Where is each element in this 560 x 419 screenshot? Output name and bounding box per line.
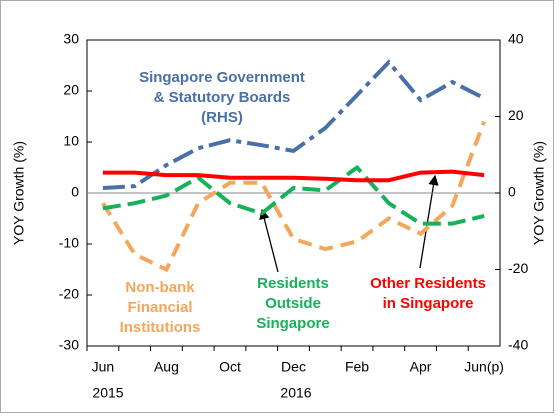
y2-tick-label: -40	[508, 337, 528, 353]
series-annotation: Singapore Government	[139, 69, 305, 86]
series-annotation: Non-bank	[125, 279, 195, 296]
x-tick-label: Dec	[281, 359, 306, 375]
series-line	[102, 59, 486, 191]
y2-tick-label: 0	[508, 184, 516, 200]
x-tick-label: Oct	[219, 359, 241, 375]
x-tick-label: Feb	[345, 359, 369, 375]
y2-tick-label: 40	[508, 31, 524, 47]
series-annotation: Outside	[265, 295, 321, 312]
series-line	[102, 169, 485, 183]
series-annotation: Singapore	[256, 315, 329, 332]
y-tick-label: -10	[59, 235, 79, 251]
series-annotation: & Statutory Boards	[154, 89, 291, 106]
y2-axis-label: YOY Growth (%)	[531, 141, 547, 245]
series-annotation: (RHS)	[201, 109, 243, 126]
series-annotation: Other Residents	[370, 275, 486, 292]
x-tick-label: Apr	[410, 359, 432, 375]
series-annotation: Residents	[257, 275, 329, 292]
series-annotation: Institutions	[120, 319, 201, 336]
x-tick-label: Jun	[92, 359, 115, 375]
y-tick-label: 30	[63, 31, 79, 47]
series-line	[102, 164, 485, 226]
series-annotation: Financial	[127, 299, 192, 316]
arrow	[259, 208, 279, 273]
y-tick-label: -20	[59, 286, 79, 302]
x-tick-label: Aug	[154, 359, 179, 375]
x-tick-label: Jun(p)	[464, 359, 504, 375]
y-tick-label: 20	[63, 82, 79, 98]
year-label: 2015	[92, 385, 123, 401]
year-label: 2016	[280, 385, 311, 401]
y-tick-label: 10	[63, 133, 79, 149]
y-axis-label: YOY Growth (%)	[11, 141, 27, 245]
y2-tick-label: 20	[508, 107, 524, 123]
y-tick-label: -30	[59, 337, 79, 353]
y-tick-label: 0	[71, 184, 79, 200]
series-line	[101, 120, 486, 273]
series-annotation: in Singapore	[383, 295, 474, 312]
y2-tick-label: -20	[508, 260, 528, 276]
